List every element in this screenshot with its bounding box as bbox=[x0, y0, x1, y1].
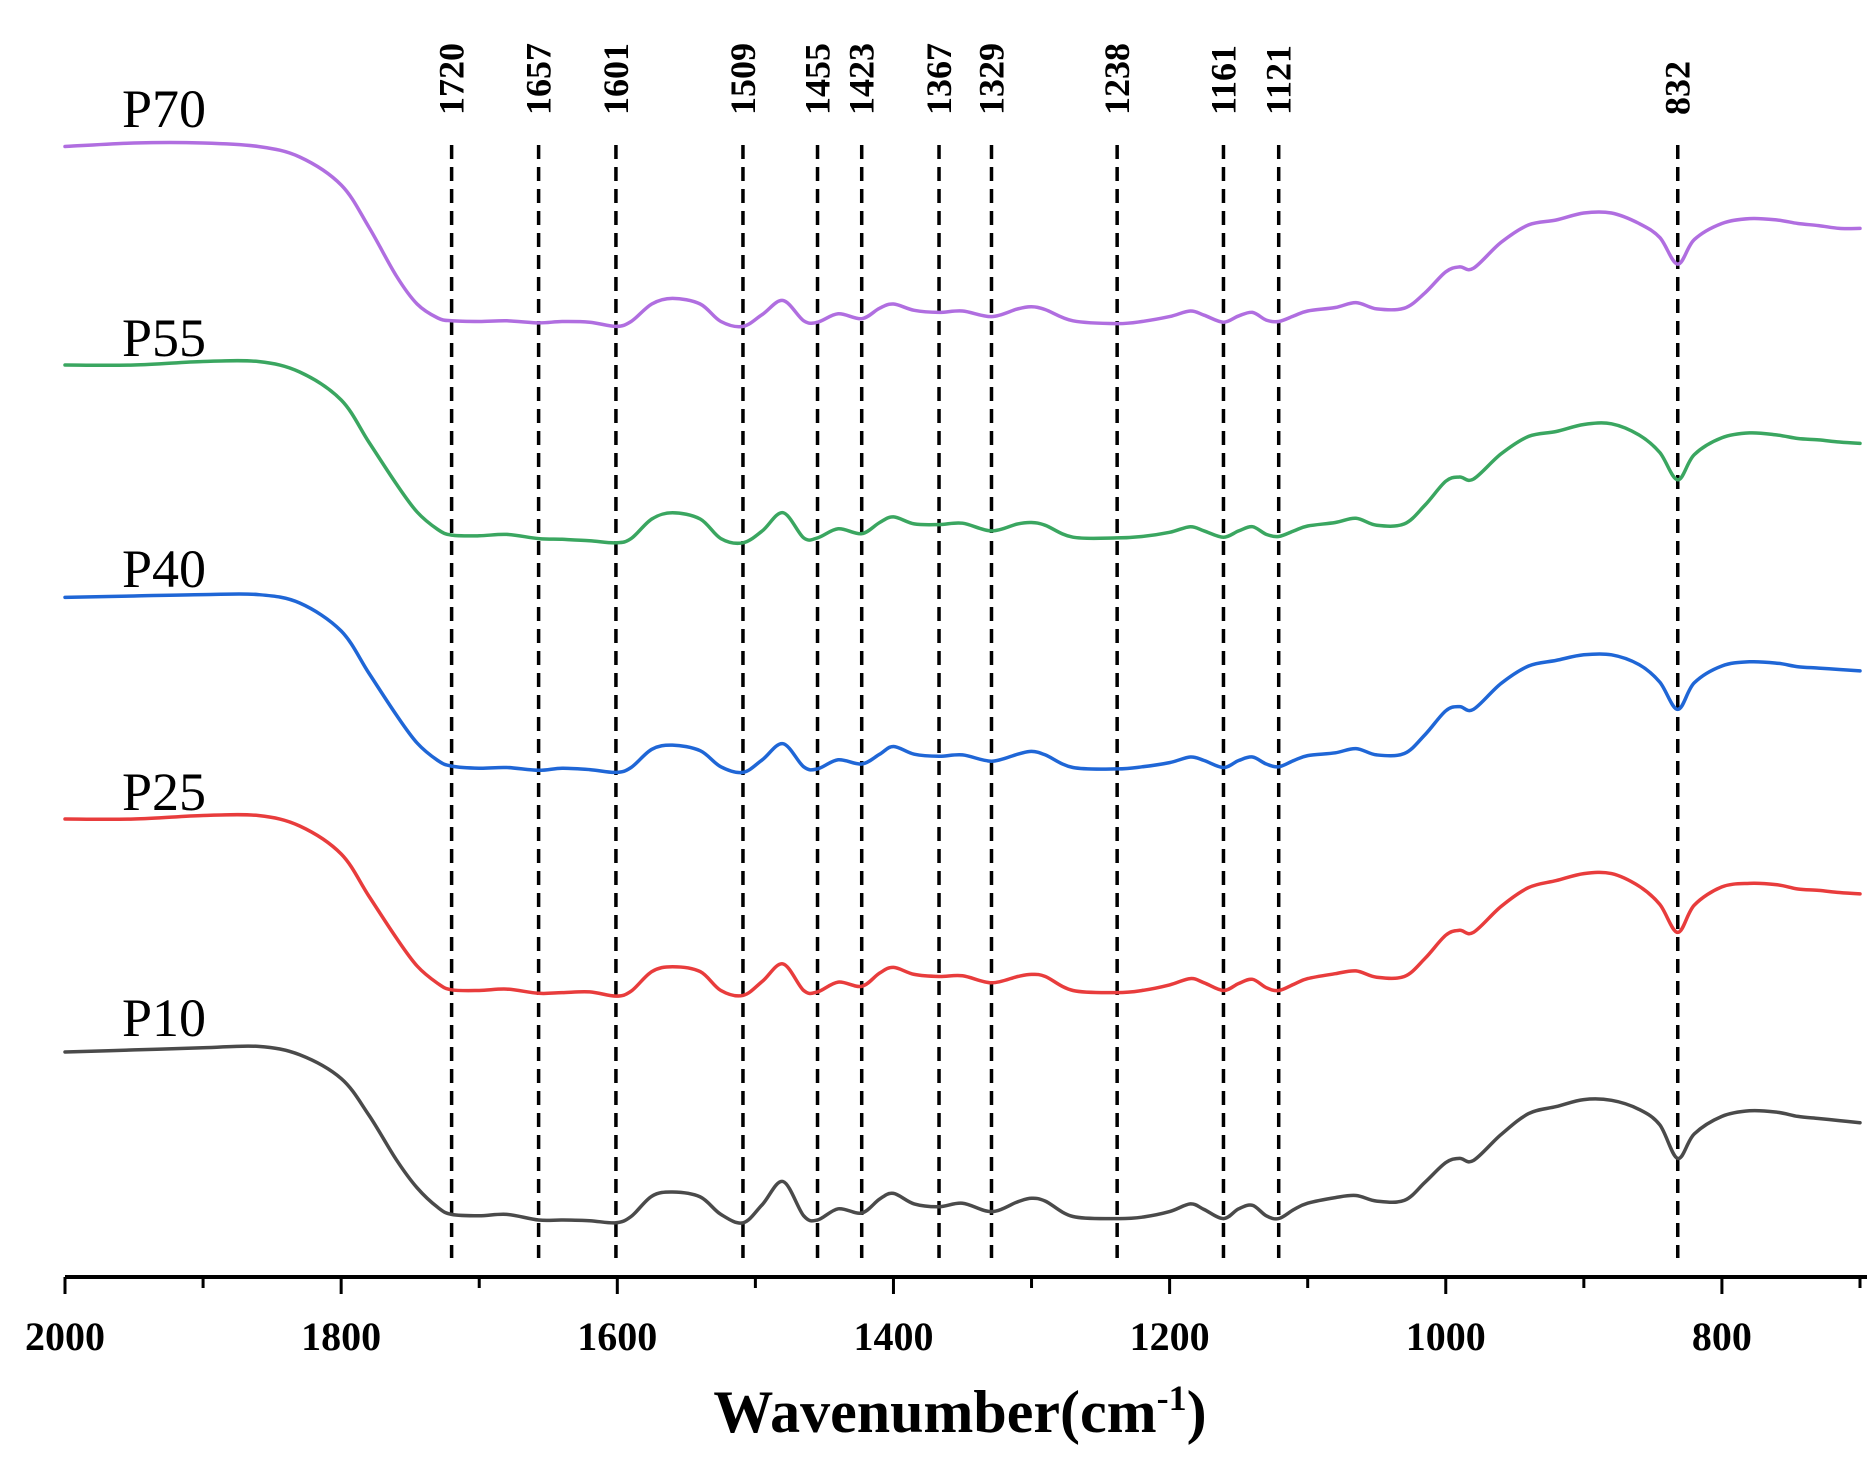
x-tick-label-1400: 1400 bbox=[853, 1314, 933, 1359]
peak-label-1455: 1455 bbox=[798, 43, 838, 115]
x-tick-label-1200: 1200 bbox=[1130, 1314, 1210, 1359]
series-label-p40: P40 bbox=[122, 539, 206, 599]
series-line-p40 bbox=[63, 592, 1862, 775]
peak-marker-lines: 1720 1657 1601 1509 1455 1423 1367 1329 1238 1161… bbox=[432, 43, 1698, 1258]
peak-label-1423: 1423 bbox=[842, 43, 882, 115]
x-tick-label-1600: 1600 bbox=[577, 1314, 657, 1359]
series-line-p70 bbox=[63, 140, 1862, 329]
peak-label-1720: 1720 bbox=[432, 43, 472, 115]
series-label-p10: P10 bbox=[122, 988, 206, 1048]
x-tick-label-800: 800 bbox=[1692, 1314, 1752, 1359]
series-label-p55: P55 bbox=[122, 308, 206, 368]
peak-label-1367: 1367 bbox=[919, 43, 959, 115]
x-tick-label-1000: 1000 bbox=[1406, 1314, 1486, 1359]
peak-label-1238: 1238 bbox=[1097, 43, 1137, 115]
x-axis-title-superscript: -1 bbox=[1157, 1378, 1187, 1418]
series-line-p55 bbox=[63, 358, 1862, 546]
x-tick-label-2000: 2000 bbox=[25, 1314, 105, 1359]
series-layer bbox=[63, 140, 1862, 1225]
x-tick-label-1800: 1800 bbox=[301, 1314, 381, 1359]
x-axis-title-text: Wavenumber(cm bbox=[713, 1379, 1156, 1445]
x-axis-title-close: ) bbox=[1187, 1379, 1207, 1445]
series-line-p25 bbox=[63, 812, 1862, 998]
series-label-p25: P25 bbox=[122, 762, 206, 822]
peak-label-1329: 1329 bbox=[972, 43, 1012, 115]
peak-label-1601: 1601 bbox=[596, 43, 636, 115]
x-axis-ticks: 2000 1800 1600 1400 1200 1000 800 bbox=[25, 1277, 1862, 1359]
x-axis-title: Wavenumber(cm-1) bbox=[713, 1378, 1206, 1445]
peak-label-832: 832 bbox=[1658, 61, 1698, 115]
peak-label-1509: 1509 bbox=[723, 43, 763, 115]
peak-label-1161: 1161 bbox=[1204, 45, 1244, 115]
peak-label-1657: 1657 bbox=[519, 43, 559, 115]
peak-label-1121: 1121 bbox=[1259, 45, 1299, 115]
series-label-p70: P70 bbox=[122, 79, 206, 139]
series-labels: P70 P55 P40 P25 P10 bbox=[122, 79, 206, 1048]
series-line-p10 bbox=[63, 1044, 1862, 1225]
